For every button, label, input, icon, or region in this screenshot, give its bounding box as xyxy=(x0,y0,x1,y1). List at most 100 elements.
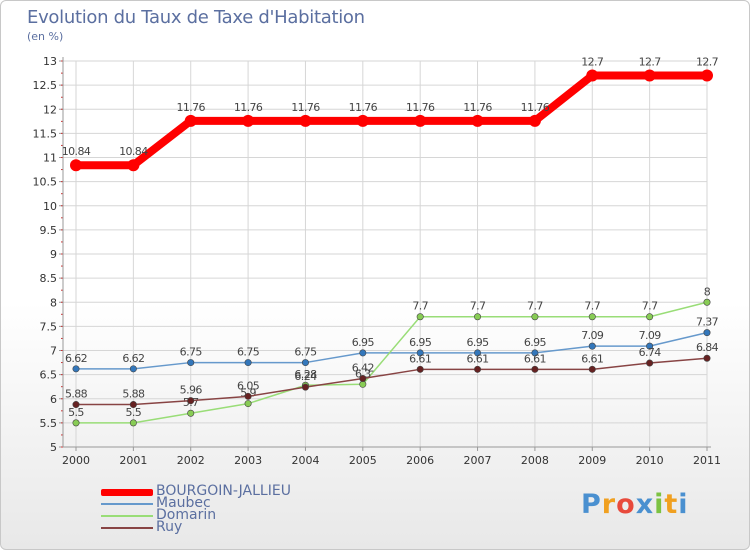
data-label-ruy: 5.88 xyxy=(65,388,88,401)
data-label-bourgoin-jallieu: 11.76 xyxy=(291,101,320,114)
data-point-bourgoin-jallieu xyxy=(643,69,656,82)
data-point-ruy xyxy=(588,365,596,373)
data-point-ruy xyxy=(646,359,654,367)
data-point-maubec xyxy=(588,342,596,350)
legend-label-maubec: Maubec xyxy=(156,495,211,511)
data-label-domarin: 6.28 xyxy=(294,368,317,381)
y-tick-label: 10 xyxy=(43,200,57,213)
data-point-bourgoin-jallieu xyxy=(356,114,369,127)
data-label-domarin: 5.5 xyxy=(68,406,84,419)
series-line-ruy xyxy=(75,357,708,406)
data-point-domarin xyxy=(531,313,539,321)
data-label-ruy: 6.84 xyxy=(696,341,719,354)
data-label-domarin: 7.7 xyxy=(412,300,428,313)
data-label-bourgoin-jallieu: 11.76 xyxy=(406,101,435,114)
data-label-domarin: 7.7 xyxy=(642,300,658,313)
data-point-maubec xyxy=(359,349,367,357)
legend-label-domarin: Domarin xyxy=(156,507,217,523)
data-point-bourgoin-jallieu xyxy=(184,114,197,127)
data-label-bourgoin-jallieu: 12.7 xyxy=(696,55,719,68)
data-label-ruy: 6.74 xyxy=(639,346,662,359)
data-label-ruy: 6.42 xyxy=(352,361,374,374)
data-point-ruy xyxy=(72,401,80,409)
data-point-maubec xyxy=(187,359,195,367)
data-point-domarin xyxy=(588,313,596,321)
data-label-ruy: 5.96 xyxy=(180,384,203,397)
data-label-bourgoin-jallieu: 10.84 xyxy=(62,145,91,158)
data-label-maubec: 6.95 xyxy=(352,336,375,349)
logo-letter: x xyxy=(635,489,655,520)
data-point-bourgoin-jallieu xyxy=(701,69,713,82)
data-label-ruy: 6.05 xyxy=(237,379,260,392)
data-label-maubec: 6.95 xyxy=(466,336,489,349)
data-label-domarin: 8 xyxy=(704,285,711,298)
data-label-maubec: 6.75 xyxy=(180,346,203,359)
data-point-maubec xyxy=(416,349,424,357)
y-tick-label: 9 xyxy=(50,248,57,261)
data-label-ruy: 6.24 xyxy=(294,370,317,383)
data-point-domarin xyxy=(646,313,654,321)
x-tick-label: 2011 xyxy=(693,454,721,467)
data-label-domarin: 5.5 xyxy=(126,406,142,419)
data-point-bourgoin-jallieu xyxy=(528,114,541,127)
data-point-bourgoin-jallieu xyxy=(414,114,427,127)
data-point-ruy xyxy=(301,383,309,391)
y-tick-label: 11 xyxy=(43,152,57,165)
y-tick-label: 11.5 xyxy=(33,127,58,140)
legend-swatch-bourgoin-jallieu xyxy=(101,489,153,496)
series-line-domarin xyxy=(75,301,708,424)
y-tick-label: 9.5 xyxy=(40,224,58,237)
data-point-bourgoin-jallieu xyxy=(242,114,255,127)
data-point-domarin xyxy=(474,313,482,321)
legend-swatch-ruy xyxy=(101,527,153,529)
logo-letter: t xyxy=(664,489,679,520)
data-label-maubec: 6.95 xyxy=(524,336,547,349)
data-label-bourgoin-jallieu: 11.76 xyxy=(521,101,550,114)
data-point-bourgoin-jallieu xyxy=(586,69,599,82)
data-label-maubec: 6.75 xyxy=(294,346,317,359)
legend-swatch-domarin xyxy=(101,515,153,517)
data-label-ruy: 6.61 xyxy=(466,352,488,365)
x-tick-label: 2007 xyxy=(464,454,492,467)
data-label-maubec: 7.09 xyxy=(581,329,604,342)
y-tick-label: 7 xyxy=(50,345,57,358)
chart-subtitle: (en %) xyxy=(27,30,64,43)
data-point-maubec xyxy=(474,349,482,357)
data-point-ruy xyxy=(416,365,424,373)
logo-letter: i xyxy=(678,489,689,520)
data-point-ruy xyxy=(474,365,482,373)
data-point-maubec xyxy=(301,359,309,367)
data-label-maubec: 6.95 xyxy=(409,336,432,349)
legend-swatch-maubec xyxy=(101,503,153,505)
proxiti-logo: Proxiti xyxy=(581,489,689,520)
data-point-maubec xyxy=(531,349,539,357)
data-label-maubec: 7.09 xyxy=(639,329,662,342)
data-label-bourgoin-jallieu: 11.76 xyxy=(349,101,378,114)
data-label-ruy: 6.61 xyxy=(524,352,546,365)
logo-letter: r xyxy=(601,489,617,520)
data-point-domarin xyxy=(416,313,424,321)
x-tick-label: 2010 xyxy=(636,454,664,467)
data-label-domarin: 7.7 xyxy=(527,300,543,313)
data-point-bourgoin-jallieu xyxy=(299,114,312,127)
y-tick-label: 10.5 xyxy=(33,176,58,189)
data-label-maubec: 6.62 xyxy=(122,352,144,365)
data-point-domarin xyxy=(703,298,711,306)
y-tick-label: 12 xyxy=(43,103,57,116)
x-tick-label: 2008 xyxy=(521,454,549,467)
data-label-domarin: 7.7 xyxy=(584,300,600,313)
data-point-ruy xyxy=(244,392,252,400)
y-tick-label: 5.5 xyxy=(40,417,58,430)
y-tick-label: 13 xyxy=(43,55,57,68)
data-label-domarin: 7.7 xyxy=(470,300,486,313)
data-point-maubec xyxy=(703,329,711,337)
data-point-domarin xyxy=(129,419,137,427)
series-line-bourgoin-jallieu xyxy=(72,71,711,170)
data-point-maubec xyxy=(244,359,252,367)
x-tick-label: 2009 xyxy=(578,454,606,467)
data-point-bourgoin-jallieu xyxy=(70,159,82,172)
y-tick-label: 7.5 xyxy=(40,320,58,333)
logo-letter: o xyxy=(616,489,636,520)
